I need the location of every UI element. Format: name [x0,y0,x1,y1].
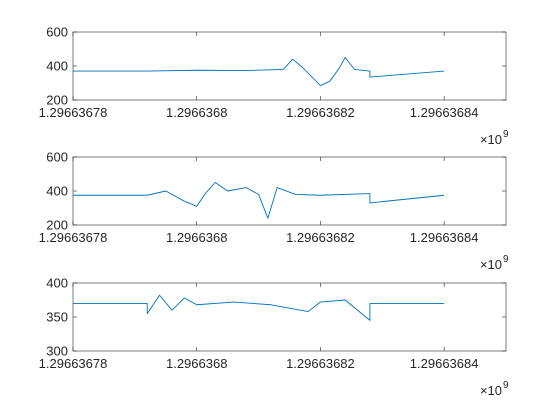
x-exponent-power: 9 [503,380,509,391]
y-tick-label: 400 [46,59,68,74]
x-tick-label: 1.29663684 [410,105,479,120]
x-exponent-label: ×10 [480,383,502,398]
series-line-1 [73,294,445,321]
x-tick-label: 1.2966368 [166,356,227,371]
axes-background [73,32,506,100]
axes-background [73,283,506,351]
y-tick-label: 600 [46,150,68,165]
y-tick-label: 400 [46,276,68,291]
subplot-3: 1.29663678 1.2966368 1.29663682 1.29663684 3… [39,276,509,399]
x-tick-label: 1.29663678 [39,230,108,245]
subplots: 1.29663678 1.2966368 1.29663682 1.29663684 2… [39,25,509,399]
x-exponent-power: 9 [503,129,509,140]
series-line-1 [73,57,445,86]
y-tick-label: 600 [46,25,68,40]
x-tick-label: 1.29663682 [286,356,355,371]
x-tick-label: 1.29663678 [39,356,108,371]
x-tick-label: 1.29663682 [286,230,355,245]
axes-background [73,157,506,225]
x-tick-label: 1.2966368 [166,105,227,120]
y-tick-label: 350 [46,310,68,325]
x-tick-label: 1.29663684 [410,230,479,245]
x-tick-label: 1.2966368 [166,230,227,245]
x-tick-label: 1.29663678 [39,105,108,120]
series-line-1 [73,182,445,219]
subplot-1: 1.29663678 1.2966368 1.29663682 1.29663684 2… [39,25,509,148]
x-tick-label: 1.29663684 [410,356,479,371]
y-tick-label: 400 [46,184,68,199]
subplot-2: 1.29663678 1.2966368 1.29663682 1.29663684 2… [39,150,509,273]
x-exponent-label: ×10 [480,257,502,272]
y-tick-label: 300 [46,344,68,359]
x-exponent-power: 9 [503,254,509,265]
x-exponent-label: ×10 [480,132,502,147]
x-tick-label: 1.29663682 [286,105,355,120]
y-tick-label: 200 [46,93,68,108]
y-tick-label: 200 [46,218,68,233]
